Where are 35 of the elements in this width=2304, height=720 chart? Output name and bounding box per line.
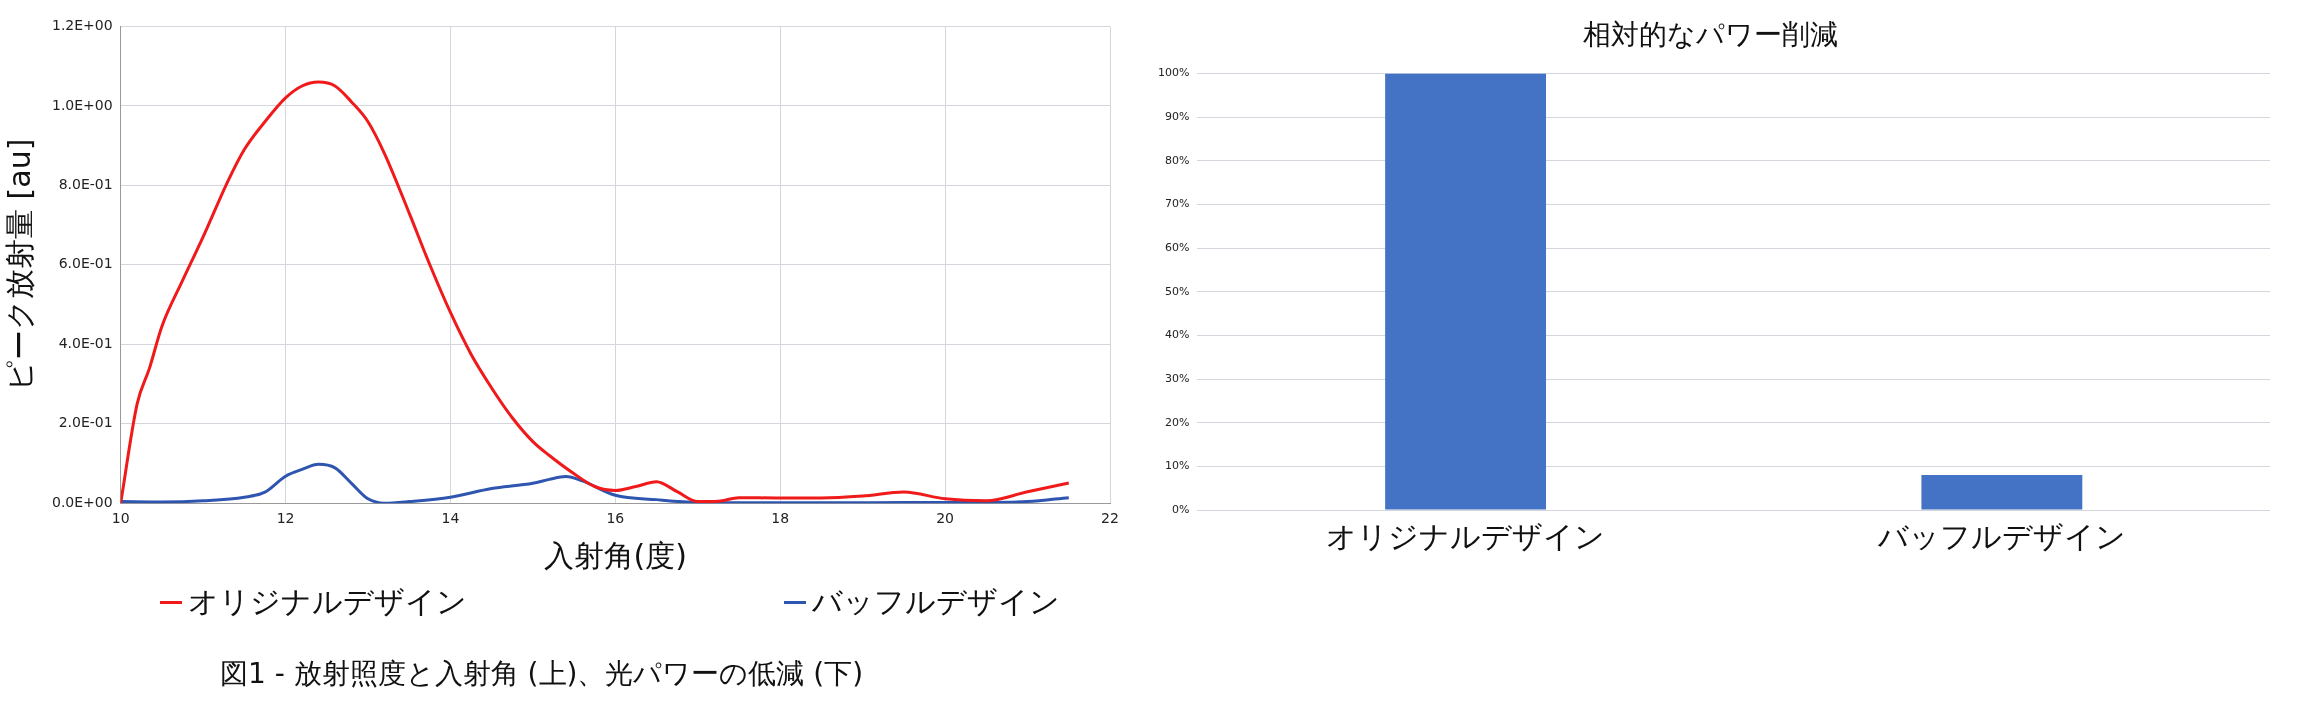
y-tick-label: 2.0E-01: [58, 414, 113, 431]
y-tick-label: 70%: [1164, 197, 1190, 211]
y-tick-label: 40%: [1164, 328, 1190, 342]
y-tick-label: 8.0E-01: [58, 175, 113, 192]
y-tick-label: 4.0E-01: [58, 334, 113, 351]
y-tick-label: 50%: [1164, 284, 1190, 298]
y-tick-label: 1.2E+00: [52, 17, 113, 34]
chart-title: 相対的なパワー削減: [1582, 18, 1838, 52]
y-tick-label: 60%: [1164, 241, 1190, 255]
legend-label: バッフルデザイン: [812, 583, 1060, 621]
x-tick-label: 10: [111, 510, 130, 527]
x-axis-title: 入射角(度): [543, 537, 688, 573]
y-tick-label: 1.0E+00: [52, 96, 113, 113]
x-tick-label: バッフルデザイン: [1876, 518, 2126, 554]
y-tick-label: 80%: [1164, 153, 1190, 167]
y-tick-label: 0%: [1171, 502, 1190, 516]
x-tick-label: 14: [441, 510, 460, 527]
y-tick-label: 30%: [1164, 371, 1190, 385]
legend-label: オリジナルデザイン: [188, 583, 467, 621]
x-tick-label: オリジナルデザイン: [1326, 518, 1606, 554]
y-tick-label: 10%: [1164, 459, 1190, 473]
y-tick-label: 6.0E-01: [58, 255, 113, 272]
y-tick-label: 100%: [1157, 66, 1190, 80]
y-axis-title: ピーク放射量 [au]: [1, 138, 37, 391]
x-tick-label: 16: [606, 510, 625, 527]
x-tick-label: 12: [276, 510, 295, 527]
y-tick-label: 20%: [1164, 415, 1190, 429]
caption: 図1 - 放射照度と入射角 (上)、光パワーの低減 (下): [220, 656, 864, 692]
line-series: [120, 462, 1071, 504]
x-tick-label: 18: [771, 510, 790, 527]
line-series: [120, 80, 1071, 504]
x-tick-label: 20: [936, 510, 955, 527]
x-tick-label: 22: [1101, 510, 1119, 527]
y-tick-label: 0.0E+00: [52, 493, 113, 510]
y-tick-label: 90%: [1164, 110, 1190, 124]
